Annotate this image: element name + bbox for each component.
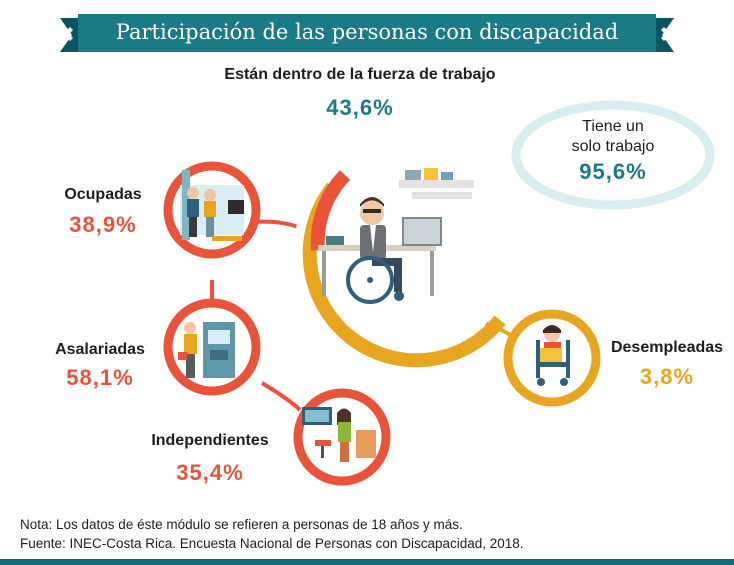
- single-job-label-line1: Tiene un: [582, 118, 644, 135]
- unemployed-value: 3,8%: [639, 364, 695, 389]
- bottom-bar: [0, 559, 734, 565]
- independent-label: Independientes: [151, 432, 269, 449]
- footnote: Nota: Los datos de éste módulo se refier…: [20, 515, 720, 553]
- labor-force-value: 43,6%: [326, 95, 394, 120]
- single-job-ellipse: [511, 100, 715, 210]
- unemployed-circle: [503, 309, 601, 407]
- salaried-label: Asalariadas: [55, 341, 145, 358]
- salaried-circle: [163, 298, 261, 396]
- unemployed-label: Desempleadas: [610, 339, 724, 356]
- employed-circle: [163, 161, 261, 259]
- labor-force-label: Están dentro de la fuerza de trabajo: [224, 66, 496, 83]
- title-ribbon: [60, 14, 674, 52]
- salaried-value: 58,1%: [66, 365, 134, 390]
- source-text: Fuente: INEC-Costa Rica. Encuesta Nacion…: [20, 536, 524, 551]
- independent-value: 35,4%: [176, 460, 244, 485]
- single-job-label-line2: solo trabajo: [571, 138, 655, 155]
- note-text: Nota: Los datos de éste módulo se refier…: [20, 517, 463, 532]
- wheelchair-worker-illustration: [318, 168, 474, 304]
- independent-circle: [293, 388, 391, 486]
- single-job-block: Tiene un solo trabajo 95,6%: [523, 117, 703, 187]
- employed-label: Ocupadas: [64, 186, 142, 203]
- single-job-value: 95,6%: [579, 159, 647, 184]
- employed-value: 38,9%: [69, 212, 137, 237]
- page-title: Participación de las personas con discap…: [115, 20, 619, 44]
